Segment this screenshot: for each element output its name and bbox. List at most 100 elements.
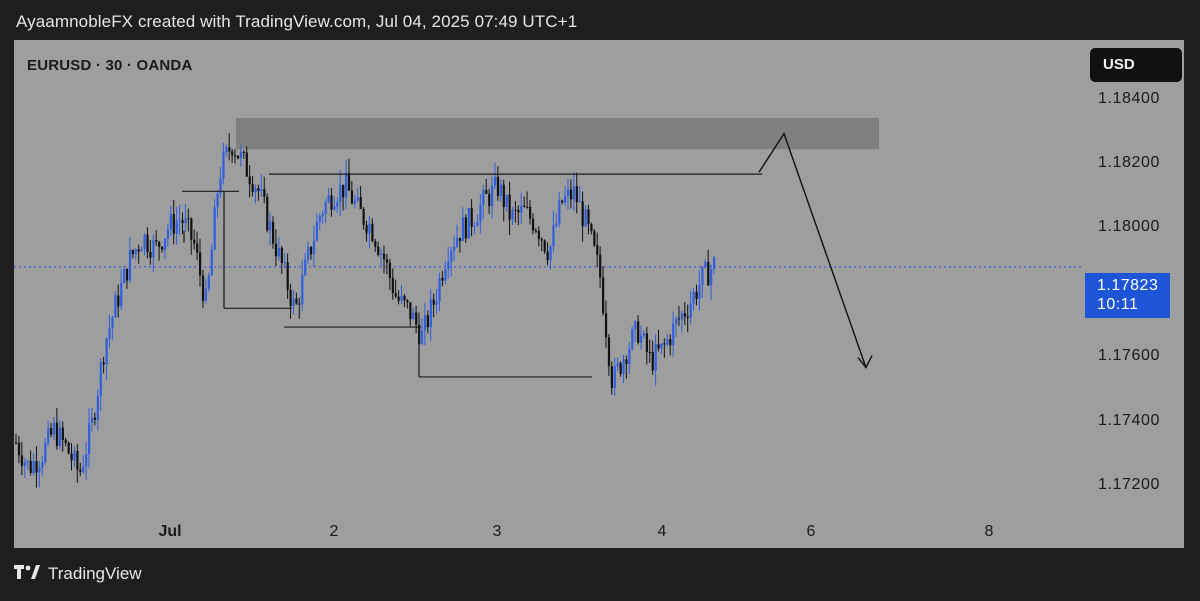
- candle-body: [301, 275, 304, 305]
- candle-body: [566, 189, 570, 196]
- candle-body: [41, 461, 44, 468]
- candle-body: [123, 268, 126, 283]
- candle-body: [660, 343, 663, 349]
- candle-body: [692, 292, 695, 304]
- candle-body: [499, 184, 503, 197]
- candle-body: [283, 262, 286, 264]
- candle-body: [654, 344, 657, 371]
- price-tick: 1.18200: [1098, 154, 1161, 171]
- candle-body: [280, 247, 283, 263]
- candle-body: [397, 296, 400, 301]
- candle-body: [423, 315, 427, 331]
- candle-body: [15, 442, 18, 444]
- candle-body: [426, 315, 429, 328]
- candle-body: [117, 295, 120, 307]
- candle-body: [263, 189, 266, 197]
- candle-body: [254, 188, 257, 193]
- price-tick: 1.17600: [1098, 347, 1161, 364]
- candle-body: [377, 246, 380, 255]
- candle-body: [260, 189, 263, 191]
- candle-body: [394, 293, 397, 297]
- candle-body: [190, 218, 193, 240]
- candle-body: [529, 206, 532, 219]
- candle-body: [482, 189, 485, 206]
- candle-body: [602, 277, 605, 314]
- current-price-value: 1.17823: [1097, 277, 1159, 294]
- candle-body: [90, 417, 94, 423]
- candle-body: [634, 321, 637, 330]
- candle-body: [479, 205, 482, 223]
- candle-body: [625, 359, 628, 364]
- candle-body: [158, 241, 161, 247]
- candle-body: [198, 252, 202, 276]
- candle-body: [196, 243, 199, 253]
- candle-body: [581, 201, 584, 227]
- candle-body: [210, 249, 213, 276]
- price-tick: 1.18000: [1098, 218, 1161, 235]
- tradingview-brand[interactable]: TradingView: [14, 564, 142, 584]
- candle-body: [704, 262, 707, 267]
- candle-body: [362, 208, 365, 225]
- candle-body: [321, 213, 324, 216]
- candle-body: [604, 313, 608, 338]
- price-chart[interactable]: [14, 40, 1184, 548]
- candle-body: [616, 363, 619, 367]
- candle-body: [564, 195, 567, 203]
- candle-body: [99, 362, 102, 396]
- candle-body: [578, 201, 581, 203]
- candle-body: [514, 209, 517, 211]
- chart-panel[interactable]: EURUSD · 30 · OANDA USD 1.18400 1.18200 …: [14, 40, 1184, 548]
- candle-body: [429, 299, 432, 328]
- candle-body: [575, 186, 578, 203]
- candle-body: [269, 221, 272, 231]
- current-price-label: 1.17823 10:11: [1085, 273, 1170, 318]
- candle-body: [128, 250, 132, 281]
- candle-body: [345, 172, 348, 198]
- candle-body: [272, 221, 275, 244]
- currency-button[interactable]: USD: [1090, 48, 1182, 82]
- candle-body: [444, 269, 447, 281]
- candle-body: [476, 222, 479, 227]
- candle-body: [695, 292, 698, 299]
- bar-countdown: 10:11: [1097, 296, 1139, 313]
- candle-body: [61, 427, 64, 440]
- candle-body: [315, 222, 319, 241]
- candle-body: [257, 188, 260, 191]
- candle-body: [645, 333, 649, 352]
- candle-body: [680, 313, 684, 320]
- candle-body: [701, 266, 704, 285]
- candle-body: [558, 200, 561, 224]
- candle-body: [347, 172, 351, 191]
- candle-body: [289, 289, 292, 306]
- candle-body: [707, 262, 710, 286]
- candle-body: [666, 338, 669, 345]
- candle-body: [540, 238, 543, 241]
- candle-body: [412, 312, 415, 320]
- candle-body: [55, 422, 59, 446]
- candle-body: [120, 282, 123, 307]
- candle-body: [555, 223, 558, 226]
- candle-body: [651, 352, 654, 371]
- candle-body: [161, 246, 164, 250]
- candle-body: [526, 206, 529, 208]
- candle-body: [231, 151, 234, 156]
- time-tick: Jul: [158, 523, 182, 540]
- candle-body: [432, 299, 435, 305]
- candle-body: [552, 225, 555, 247]
- candle-body: [64, 439, 67, 443]
- candle-body: [374, 241, 377, 247]
- candle-body: [251, 184, 254, 193]
- candle-body: [619, 363, 622, 374]
- candle-body: [149, 251, 152, 258]
- candle-body: [353, 200, 356, 204]
- candle-body: [698, 284, 701, 299]
- candle-body: [333, 206, 336, 210]
- candle-body: [365, 224, 368, 234]
- candle-body: [225, 147, 228, 153]
- candle-body: [82, 466, 85, 472]
- candle-body: [403, 295, 406, 301]
- candle-body: [420, 330, 424, 344]
- candle-body: [125, 268, 129, 281]
- candle-body: [29, 461, 32, 473]
- candle-body: [543, 240, 546, 252]
